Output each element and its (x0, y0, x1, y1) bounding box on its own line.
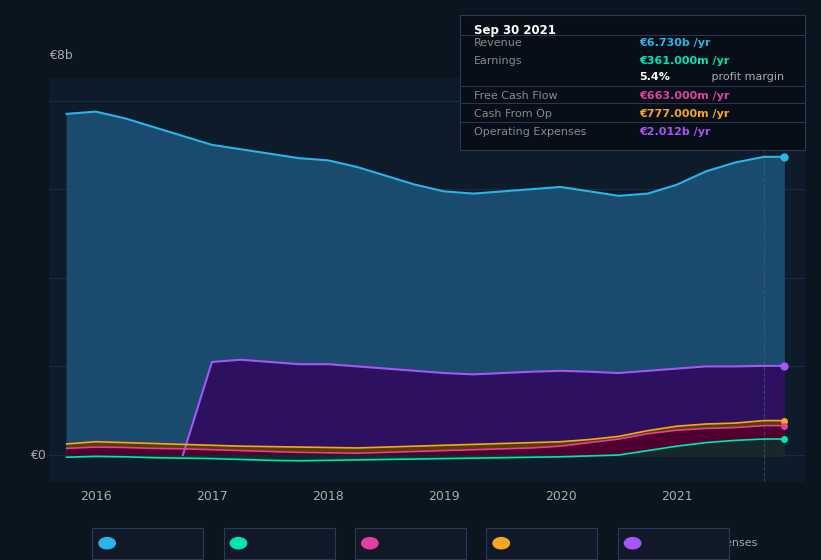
Text: €361.000m /yr: €361.000m /yr (640, 56, 730, 66)
Text: €6.730b /yr: €6.730b /yr (640, 38, 711, 48)
Text: €2.012b /yr: €2.012b /yr (640, 128, 711, 137)
Text: Operating Expenses: Operating Expenses (645, 538, 757, 548)
Text: Revenue: Revenue (120, 538, 168, 548)
Text: €663.000m /yr: €663.000m /yr (640, 91, 730, 101)
Text: Earnings: Earnings (251, 538, 300, 548)
Text: profit margin: profit margin (709, 72, 785, 82)
Text: €8b: €8b (49, 49, 73, 62)
Text: Sep 30 2021: Sep 30 2021 (474, 25, 556, 38)
Text: 5.4%: 5.4% (640, 72, 670, 82)
Text: Free Cash Flow: Free Cash Flow (383, 538, 466, 548)
Text: Operating Expenses: Operating Expenses (474, 128, 586, 137)
Text: Revenue: Revenue (474, 38, 522, 48)
Text: Earnings: Earnings (474, 56, 522, 66)
Text: €0: €0 (30, 449, 45, 461)
Text: Cash From Op: Cash From Op (514, 538, 591, 548)
Text: €777.000m /yr: €777.000m /yr (640, 109, 730, 119)
Text: Cash From Op: Cash From Op (474, 109, 552, 119)
Text: Free Cash Flow: Free Cash Flow (474, 91, 557, 101)
